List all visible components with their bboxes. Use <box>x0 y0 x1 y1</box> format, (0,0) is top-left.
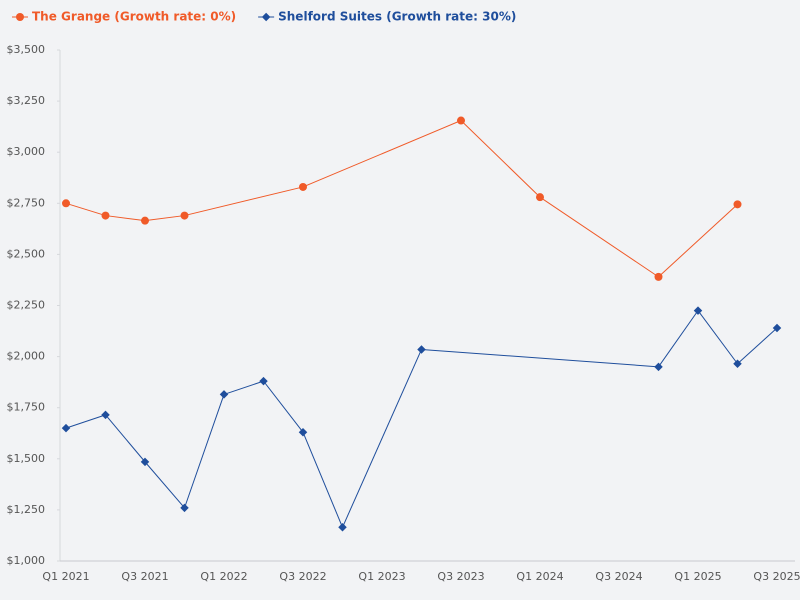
x-tick-label: Q1 2025 <box>674 570 721 583</box>
point <box>61 423 71 433</box>
y-tick-label: $1,250 <box>7 503 46 516</box>
y-tick-label: $2,750 <box>7 196 46 209</box>
line-segment <box>658 203 738 278</box>
y-tick-label: $2,500 <box>7 247 46 260</box>
x-tick-label: Q1 2023 <box>358 570 405 583</box>
line-segment <box>539 196 659 278</box>
point <box>654 272 663 281</box>
line-segment <box>737 327 778 365</box>
x-tick-label: Q3 2022 <box>279 570 326 583</box>
line-segment <box>65 414 106 429</box>
line-segment <box>460 120 541 198</box>
line-segment <box>342 349 422 528</box>
x-tick-label: Q1 2024 <box>516 570 563 583</box>
point <box>338 523 347 532</box>
line-segment <box>421 348 659 368</box>
x-tick-label: Q1 2021 <box>42 570 89 583</box>
point <box>693 306 703 315</box>
line-segment <box>658 310 699 368</box>
x-tick-label: Q3 2025 <box>753 570 800 583</box>
point <box>299 182 307 191</box>
y-tick-label: $2,250 <box>7 299 46 312</box>
y-tick-label: $1,500 <box>7 452 46 465</box>
point <box>733 359 742 368</box>
line-segment <box>65 202 106 217</box>
point <box>62 199 70 208</box>
line-segment <box>263 380 304 433</box>
y-tick-label: $1,750 <box>7 401 46 414</box>
line-segment <box>144 215 185 222</box>
point <box>654 362 663 372</box>
point <box>772 323 782 333</box>
y-tick-label: $3,500 <box>7 43 46 56</box>
legend-marker <box>261 12 271 22</box>
line-segment <box>184 186 304 217</box>
y-tick-label: $1,000 <box>7 554 46 567</box>
line-segment <box>223 380 264 395</box>
line-segment <box>105 414 146 463</box>
y-tick-label: $3,000 <box>7 145 46 158</box>
legend-label: Shelford Suites (Growth rate: 30%) <box>278 10 516 24</box>
y-tick-label: $2,000 <box>7 350 46 363</box>
line-segment <box>302 120 462 188</box>
x-tick-label: Q3 2021 <box>121 570 168 583</box>
legend-label: The Grange (Growth rate: 0%) <box>32 10 236 24</box>
point <box>457 116 465 125</box>
line-segment <box>302 432 343 528</box>
point <box>219 390 229 399</box>
line-segment <box>105 215 146 222</box>
x-tick-label: Q3 2023 <box>437 570 484 583</box>
point <box>259 376 268 386</box>
line-segment <box>697 310 738 365</box>
x-tick-label: Q1 2022 <box>200 570 247 583</box>
point <box>141 216 149 225</box>
point <box>180 503 189 513</box>
y-tick-label: $3,250 <box>7 94 46 107</box>
x-tick-label: Q3 2024 <box>595 570 642 583</box>
point <box>180 211 189 220</box>
point <box>298 427 308 437</box>
point <box>101 211 110 220</box>
point <box>733 200 742 209</box>
point <box>101 410 110 420</box>
point <box>536 193 544 202</box>
line-segment <box>144 461 185 509</box>
line-segment <box>184 394 225 509</box>
legend-marker <box>16 13 24 21</box>
point <box>417 345 426 354</box>
point <box>140 457 150 467</box>
